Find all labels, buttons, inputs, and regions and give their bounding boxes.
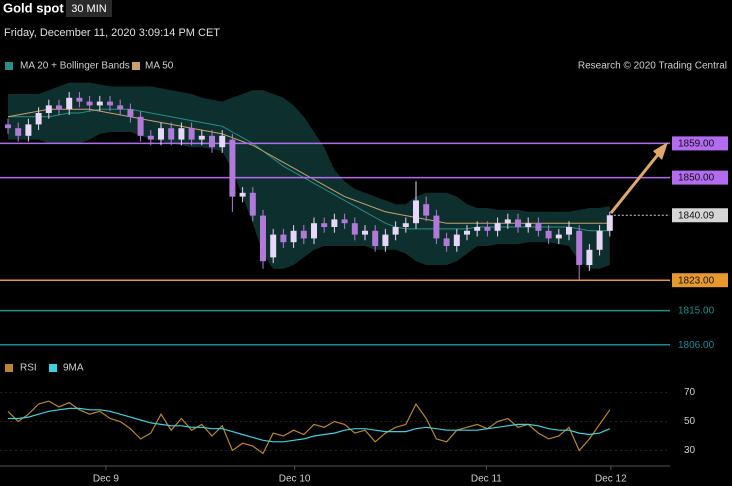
candle-body (96, 101, 103, 106)
candle-body (596, 230, 603, 250)
legend-label: 9MA (63, 363, 84, 374)
candle-body (443, 238, 450, 246)
candle-body (15, 128, 22, 136)
candle-body (433, 215, 440, 239)
level-label: 1815.00 (678, 306, 715, 317)
candle-body (535, 223, 542, 231)
candle-body (311, 223, 317, 239)
x-tick-label: Dec 12 (595, 474, 627, 485)
candle-body (321, 223, 328, 227)
arrow-head (653, 142, 668, 160)
candle-body (86, 101, 93, 106)
candle-body (249, 192, 256, 216)
level-label: 1840.09 (678, 210, 715, 221)
candle-body (5, 124, 11, 129)
timeframe[interactable]: 30 MIN (71, 3, 107, 15)
candle-body (76, 97, 83, 102)
candle-body (555, 234, 562, 239)
legend-swatch (5, 62, 13, 70)
candle-body (453, 234, 460, 246)
legend-swatch (5, 364, 13, 372)
candle-body (566, 227, 572, 235)
candle-body (331, 219, 338, 227)
candle-body (341, 219, 348, 224)
candle-body (198, 135, 205, 140)
candle-body (229, 139, 236, 197)
candle-body (117, 105, 124, 110)
plot: 1859.00 1850.00 1840.09 1823.00 1815.00 1806.… (0, 82, 728, 485)
legend-swatch (132, 62, 140, 70)
rsi-line (8, 407, 611, 443)
candle-body (219, 135, 226, 148)
candle-body (127, 109, 134, 117)
candle-body (300, 230, 307, 239)
level-label: 1850.00 (678, 173, 715, 184)
ma-line (8, 108, 610, 232)
y-tick-label: 30 (684, 445, 696, 456)
level-label: 1823.00 (678, 275, 715, 286)
candle-body (290, 230, 297, 243)
candle-body (606, 215, 613, 231)
subtitle: Friday, December 11, 2020 3:09:14 PM CET (4, 27, 220, 39)
candle-body (45, 105, 52, 113)
candle-body (382, 234, 389, 246)
legend-label: MA 50 (145, 61, 174, 72)
candle-body (413, 200, 419, 224)
candle-body (576, 230, 583, 265)
candle-body (280, 234, 287, 243)
chart-title: Gold spot (3, 0, 64, 15)
candle-body (178, 128, 185, 140)
candle-body (372, 230, 379, 246)
candle-body (525, 223, 532, 227)
candle-body (464, 230, 470, 235)
y-tick-label: 50 (684, 416, 696, 427)
legend-label: MA 20 + Bollinger Bands (20, 61, 130, 72)
candle-body (484, 227, 491, 231)
level-label-box (672, 208, 728, 223)
x-tick-label: Dec 9 (93, 474, 120, 485)
legend-swatch (49, 364, 57, 372)
candle-body (545, 230, 552, 239)
y-tick-label: 70 (684, 387, 696, 398)
candle-body (56, 105, 62, 110)
x-tick-label: Dec 10 (279, 474, 311, 485)
candle-body (362, 230, 368, 235)
candle-body (239, 192, 246, 197)
level-label: 1806.00 (678, 340, 715, 351)
candle-body (66, 97, 73, 110)
candle-body (209, 135, 215, 148)
source: Research © 2020 Trading Central (578, 61, 727, 72)
candle-body (351, 223, 358, 235)
candle-body (474, 227, 481, 231)
candle-body (402, 223, 409, 227)
candle-body (188, 128, 195, 140)
candle-body (586, 249, 593, 265)
level-label-box (672, 170, 728, 185)
candle-body (168, 128, 175, 140)
candle-body (423, 204, 430, 216)
level-label-box (672, 273, 728, 288)
candle-body (107, 101, 113, 106)
candle-body (147, 135, 154, 140)
x-tick-label: Dec 11 (471, 474, 502, 485)
candle-body (392, 227, 399, 235)
timeframe-box[interactable] (66, 0, 112, 17)
candle-body (494, 223, 501, 231)
candle-body (35, 113, 42, 125)
arrow (609, 151, 662, 214)
rsi-line (7, 400, 611, 455)
level-label-box (672, 136, 728, 151)
legend-label: RSI (20, 363, 37, 374)
level-label: 1859.00 (678, 139, 715, 150)
candle-body (260, 215, 266, 262)
candle-body (158, 128, 164, 140)
candle-body (25, 124, 32, 136)
candle-body (270, 234, 277, 258)
candle-body (137, 116, 144, 136)
candle-body (515, 219, 521, 227)
candle-body (504, 219, 511, 224)
